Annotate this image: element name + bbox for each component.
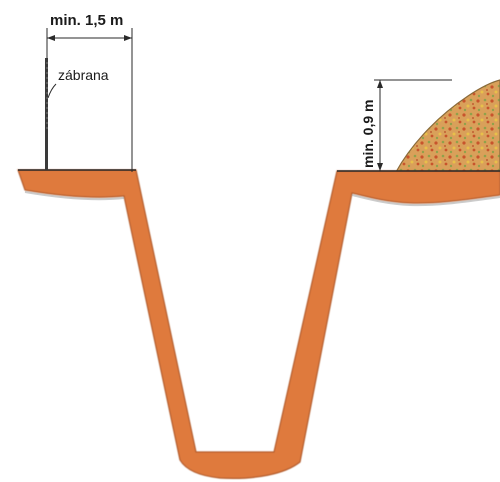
soil-pile bbox=[394, 79, 500, 173]
ground-shadow-left bbox=[24, 191, 125, 201]
pile-height-label: min. 0,9 m bbox=[360, 100, 376, 168]
trench-section bbox=[17, 169, 500, 479]
ground-shadow-right bbox=[351, 194, 500, 207]
barrier-distance-label: min. 1,5 m bbox=[50, 12, 123, 29]
dimension-pile-height bbox=[374, 79, 452, 171]
barrier-leader-line bbox=[47, 83, 57, 99]
barrier-post bbox=[45, 58, 48, 170]
dimension-barrier-distance bbox=[46, 28, 133, 172]
barrier-label: zábrana bbox=[58, 67, 109, 83]
